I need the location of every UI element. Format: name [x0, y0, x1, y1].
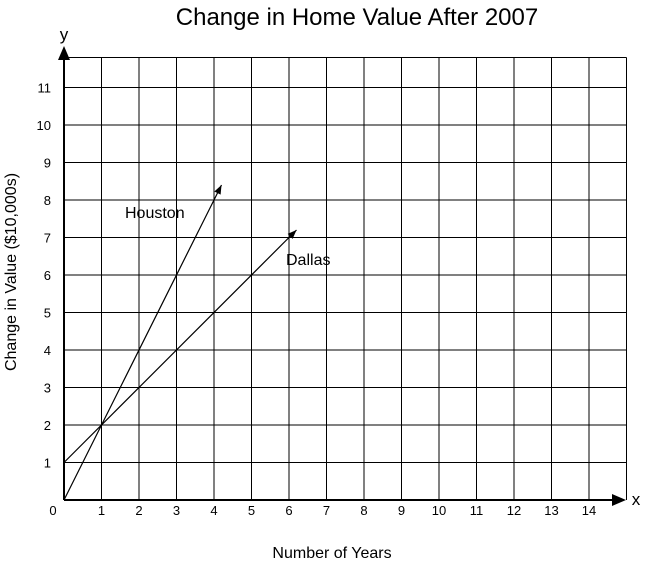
x-axis-arrowhead [612, 494, 626, 506]
y-tick-labels: 1 2 3 4 5 6 7 8 9 10 11 [37, 81, 51, 471]
y-tick-label: 3 [44, 381, 51, 396]
y-tick-label: 1 [44, 456, 51, 471]
y-tick-label: 5 [44, 306, 51, 321]
y-tick-label: 6 [44, 268, 51, 283]
series-group: Houston Dallas [63, 184, 330, 501]
y-tick-label: 2 [44, 418, 51, 433]
x-tick-label: 1 [98, 503, 105, 518]
x-tick-label: 12 [507, 503, 521, 518]
y-tick-label: 9 [44, 156, 51, 171]
y-tick-label: 8 [44, 193, 51, 208]
x-axis-title: Number of Years [272, 545, 391, 562]
series-label-dallas: Dallas [286, 252, 330, 269]
x-tick-label: 7 [323, 503, 330, 518]
series-arrowhead-dallas [287, 230, 297, 239]
y-tick-label: 10 [37, 118, 51, 133]
series-label-houston: Houston [125, 205, 185, 222]
x-tick-label: 8 [360, 503, 367, 518]
y-tick-label: 7 [44, 231, 51, 246]
axes [58, 46, 626, 506]
y-axis-title: Change in Value ($10,000s) [3, 173, 20, 371]
series-arrowhead-houston [214, 185, 222, 195]
y-axis-arrowhead [58, 46, 70, 60]
series-line-houston [63, 184, 223, 501]
x-tick-label: 11 [470, 503, 484, 518]
x-tick-labels: 1 2 3 4 5 6 7 8 9 10 11 12 13 14 [98, 503, 596, 518]
x-tick-label: 5 [248, 503, 255, 518]
x-tick-label: 10 [432, 503, 446, 518]
y-tick-label: 4 [44, 343, 51, 358]
x-tick-label: 13 [544, 503, 558, 518]
x-axis-letter: x [632, 490, 641, 509]
x-tick-label: 2 [135, 503, 142, 518]
origin-label: 0 [49, 503, 56, 518]
x-tick-label: 9 [398, 503, 405, 518]
chart-title: Change in Home Value After 2007 [176, 4, 538, 31]
y-axis-letter: y [60, 25, 69, 44]
x-tick-label: 3 [173, 503, 180, 518]
grid [64, 57, 627, 500]
series-line-dallas [63, 229, 297, 463]
y-tick-label: 11 [38, 81, 52, 96]
x-tick-label: 14 [582, 503, 596, 518]
x-tick-label: 4 [210, 503, 217, 518]
x-tick-label: 6 [285, 503, 292, 518]
